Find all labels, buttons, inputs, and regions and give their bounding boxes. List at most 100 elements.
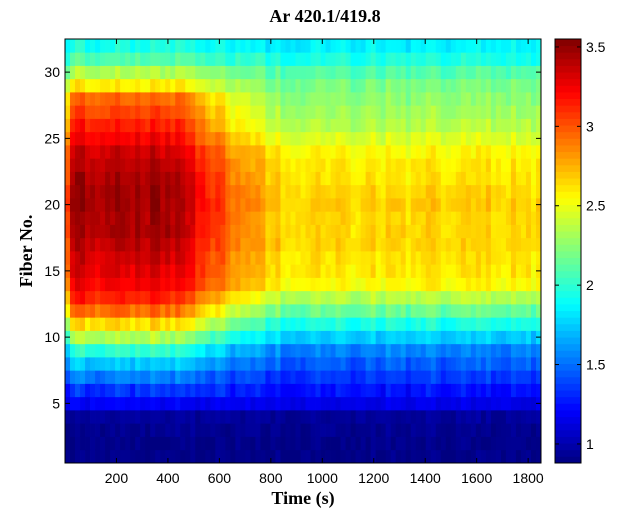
heatmap-cell (190, 449, 196, 464)
heatmap-cell (455, 105, 462, 119)
colorbar-band (555, 78, 581, 86)
heatmap-cell (440, 423, 447, 437)
heatmap-cell (485, 449, 492, 464)
heatmap-cell (150, 211, 156, 225)
x-tick-label: 600 (208, 470, 232, 486)
heatmap-cell (135, 290, 141, 305)
heatmap-cell (265, 78, 271, 93)
heatmap-cell (535, 290, 542, 305)
heatmap-cell (430, 304, 437, 318)
heatmap-cell (380, 290, 387, 305)
heatmap-cell (430, 145, 437, 159)
heatmap-cell (75, 277, 81, 292)
heatmap-cell (475, 105, 482, 119)
heatmap-cell (435, 118, 442, 133)
heatmap-cell (130, 343, 136, 358)
heatmap-cell (350, 251, 357, 265)
heatmap-cell (365, 92, 372, 106)
heatmap-cell (145, 224, 151, 239)
heatmap-cell (80, 277, 86, 292)
heatmap-cell (345, 449, 351, 464)
heatmap-cell (500, 65, 507, 80)
heatmap-cell (365, 131, 372, 146)
heatmap-cell (120, 449, 126, 464)
heatmap-cell (85, 264, 91, 278)
heatmap-cell (455, 237, 462, 252)
heatmap-cell (160, 423, 166, 437)
heatmap-cell (500, 92, 507, 106)
heatmap-cell (250, 357, 256, 371)
heatmap-cell (480, 410, 487, 424)
heatmap-cell (490, 370, 497, 384)
heatmap-cell (360, 211, 367, 225)
heatmap-cell (525, 396, 532, 411)
heatmap-cell (65, 78, 71, 93)
heatmap-cell (370, 224, 377, 239)
heatmap-cell (195, 370, 201, 384)
heatmap-cell (105, 184, 111, 199)
heatmap-cell (360, 410, 367, 424)
heatmap-cell (345, 423, 351, 437)
heatmap-cell (485, 171, 492, 186)
heatmap-cell (285, 423, 291, 437)
heatmap-cell (495, 105, 502, 119)
heatmap-cell (265, 290, 271, 305)
heatmap-cell (390, 39, 397, 53)
heatmap-cell (360, 237, 367, 252)
heatmap-cell (410, 304, 417, 318)
heatmap-cell (125, 423, 131, 437)
heatmap-cell (355, 52, 362, 66)
heatmap-cell (395, 211, 402, 225)
heatmap-cell (420, 131, 427, 146)
heatmap-cell (340, 92, 346, 106)
heatmap-cell (450, 158, 457, 172)
heatmap-cell (370, 92, 377, 106)
heatmap-cell (225, 370, 231, 384)
heatmap-cell (405, 277, 412, 292)
heatmap-cell (500, 237, 507, 252)
heatmap-cell (300, 449, 306, 464)
heatmap-cell (475, 251, 482, 265)
heatmap-cell (330, 383, 336, 398)
heatmap-cell (460, 290, 467, 305)
heatmap-cell (430, 264, 437, 278)
heatmap-cell (265, 410, 271, 424)
heatmap-cell (460, 237, 467, 252)
heatmap-cell (470, 184, 477, 199)
heatmap-cell (100, 251, 106, 265)
heatmap-cell (495, 78, 502, 93)
heatmap-cell (65, 423, 71, 437)
heatmap-cell (135, 277, 141, 292)
heatmap-cell (465, 224, 472, 239)
heatmap-cell (480, 396, 487, 411)
heatmap-cell (260, 383, 266, 398)
heatmap-cell (95, 290, 101, 305)
colorbar-band (555, 304, 581, 312)
colorbar-tick-label: 3 (586, 118, 594, 134)
heatmap-cell (210, 410, 216, 424)
heatmap-cell (450, 290, 457, 305)
heatmap-cell (355, 198, 362, 212)
heatmap-cell (445, 290, 452, 305)
heatmap-cell (175, 383, 181, 398)
heatmap-cell (120, 436, 126, 451)
heatmap-cell (390, 449, 397, 464)
heatmap-cell (375, 78, 382, 93)
heatmap-cell (380, 184, 387, 199)
heatmap-cell (435, 105, 442, 119)
heatmap-cell (280, 436, 286, 451)
heatmap-cell (120, 171, 126, 186)
heatmap-cell (335, 383, 341, 398)
heatmap-cell (250, 396, 256, 411)
heatmap-cell (295, 290, 301, 305)
heatmap-cell (145, 264, 151, 278)
heatmap-cell (70, 383, 76, 398)
heatmap-cell (505, 211, 512, 225)
heatmap-cell (160, 211, 166, 225)
heatmap-cell (190, 211, 196, 225)
heatmap-cell (185, 330, 191, 345)
heatmap-cell (360, 449, 367, 464)
heatmap-cell (495, 131, 502, 146)
colorbar-band (555, 317, 581, 325)
heatmap-cell (340, 317, 346, 331)
